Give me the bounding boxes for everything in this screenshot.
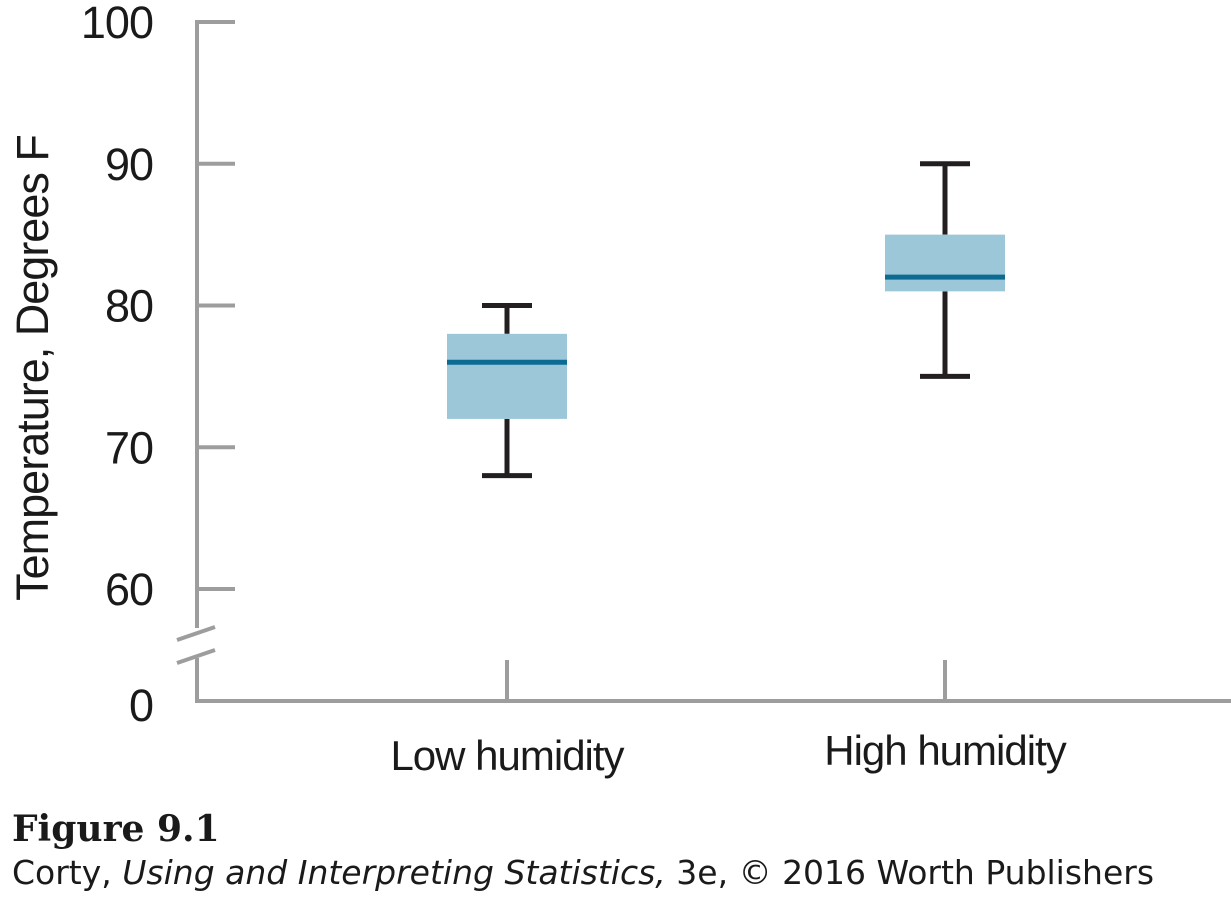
y-tick-label: 60 <box>105 564 153 615</box>
credit-author: Corty, <box>12 853 112 892</box>
axis-break-mark-lower <box>176 648 216 665</box>
iqr-box <box>885 234 1005 292</box>
box-high-humidity <box>885 161 1005 379</box>
boxplot-chart: 60 70 80 90 100 0 Low humidity High humidity T… <box>7 0 1231 779</box>
figure-title: Figure 9.1 <box>12 808 220 850</box>
figure-credit: Corty, Using and Interpreting Statistics… <box>12 853 1154 892</box>
y-tick-label: 80 <box>105 281 153 332</box>
box-low-humidity <box>447 303 567 479</box>
axes <box>176 20 1231 703</box>
boxes <box>447 161 1005 479</box>
y-tick-label: 100 <box>81 0 153 48</box>
axis-break-mark-upper <box>176 625 216 642</box>
y-tick-label: 70 <box>105 422 153 473</box>
credit-book-title: Using and Interpreting Statistics, <box>122 853 666 892</box>
x-tick-label: Low humidity <box>390 732 624 779</box>
y-ticks: 60 70 80 90 100 0 <box>81 0 235 731</box>
y-tick-label-zero: 0 <box>129 680 153 731</box>
x-ticks: Low humidity High humidity <box>390 660 1068 779</box>
iqr-box <box>447 333 567 419</box>
y-axis-title: Temperature, Degrees F <box>7 135 58 601</box>
credit-rest: 3e, © 2016 Worth Publishers <box>676 853 1155 892</box>
y-tick-label: 90 <box>105 139 153 190</box>
x-tick-label: High humidity <box>824 727 1066 774</box>
